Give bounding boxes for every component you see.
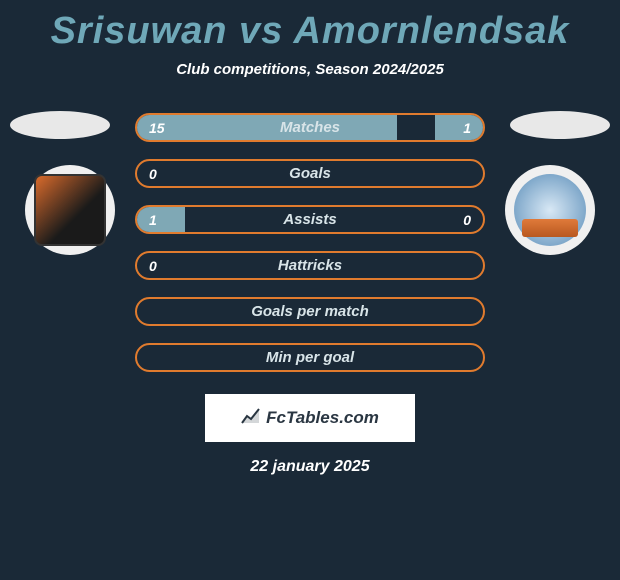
stat-bar: 10Assists bbox=[135, 205, 485, 234]
stat-label: Min per goal bbox=[137, 349, 483, 366]
chart-icon bbox=[241, 408, 261, 429]
comparison-content: 151Matches 0Goals 10Assists 0Hattricks Goals… bbox=[0, 113, 620, 476]
player-avatar-left bbox=[10, 111, 110, 139]
stat-label: Goals bbox=[137, 165, 483, 182]
stat-bar: 0Goals bbox=[135, 159, 485, 188]
stat-label: Goals per match bbox=[137, 303, 483, 320]
comparison-date: 22 january 2025 bbox=[0, 458, 620, 476]
attribution-text: FcTables.com bbox=[266, 408, 379, 428]
club-badge-left bbox=[25, 165, 115, 255]
club-logo-right bbox=[514, 174, 586, 246]
club-logo-left bbox=[34, 174, 106, 246]
stat-label: Assists bbox=[137, 211, 483, 228]
club-badge-right bbox=[505, 165, 595, 255]
player-avatar-right bbox=[510, 111, 610, 139]
stat-label: Matches bbox=[137, 119, 483, 136]
attribution-badge: FcTables.com bbox=[205, 394, 415, 442]
stat-bar: 151Matches bbox=[135, 113, 485, 142]
stat-bar: Min per goal bbox=[135, 343, 485, 372]
stat-bar: Goals per match bbox=[135, 297, 485, 326]
comparison-subtitle: Club competitions, Season 2024/2025 bbox=[0, 61, 620, 78]
stat-bar: 0Hattricks bbox=[135, 251, 485, 280]
stat-label: Hattricks bbox=[137, 257, 483, 274]
stat-bars: 151Matches 0Goals 10Assists 0Hattricks Goals… bbox=[135, 113, 485, 372]
comparison-title: Srisuwan vs Amornlendsak bbox=[0, 0, 620, 53]
